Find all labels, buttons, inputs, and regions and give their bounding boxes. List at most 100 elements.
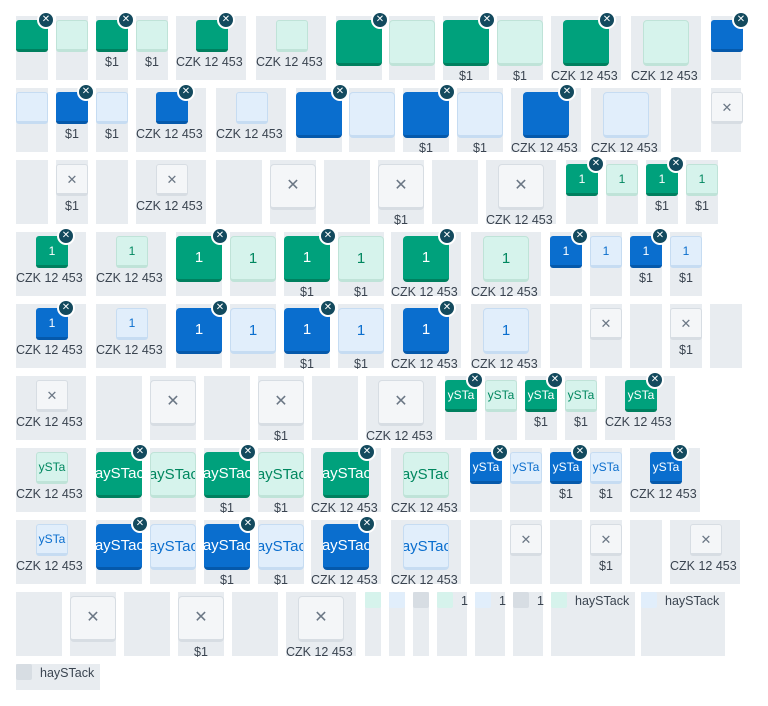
- close-key[interactable]: ✕: [270, 164, 316, 210]
- remove-badge-icon[interactable]: ✕: [57, 227, 75, 245]
- key-button[interactable]: haySTack: [403, 452, 449, 498]
- remove-badge-icon[interactable]: ✕: [211, 227, 229, 245]
- close-key[interactable]: ✕: [258, 380, 304, 426]
- close-key[interactable]: ✕: [36, 380, 68, 412]
- remove-badge-icon[interactable]: ✕: [478, 11, 496, 29]
- remove-badge-icon[interactable]: ✕: [571, 227, 589, 245]
- key-button[interactable]: [497, 20, 543, 66]
- key-button[interactable]: ySTa: [510, 452, 542, 484]
- key-button[interactable]: haySTack: [403, 524, 449, 570]
- remove-badge-icon[interactable]: ✕: [177, 83, 195, 101]
- remove-badge-icon[interactable]: ✕: [646, 371, 664, 389]
- remove-badge-icon[interactable]: ✕: [319, 227, 337, 245]
- close-key[interactable]: ✕: [150, 380, 196, 426]
- key-button[interactable]: 1: [483, 308, 529, 354]
- key-button[interactable]: [16, 92, 48, 124]
- remove-badge-icon[interactable]: ✕: [319, 299, 337, 317]
- close-key[interactable]: ✕: [298, 596, 344, 642]
- key-button[interactable]: [96, 92, 128, 124]
- close-key[interactable]: ✕: [590, 524, 622, 556]
- close-key[interactable]: ✕: [590, 308, 622, 340]
- remove-badge-icon[interactable]: ✕: [558, 83, 576, 101]
- key-button[interactable]: [236, 92, 268, 124]
- remove-badge-icon[interactable]: ✕: [491, 443, 509, 461]
- key-button[interactable]: 1: [630, 236, 662, 268]
- remove-badge-icon[interactable]: ✕: [211, 299, 229, 317]
- key-button[interactable]: ySTa: [525, 380, 557, 412]
- remove-badge-icon[interactable]: ✕: [57, 299, 75, 317]
- remove-badge-icon[interactable]: ✕: [131, 515, 149, 533]
- close-key[interactable]: ✕: [690, 524, 722, 556]
- key-button[interactable]: [349, 92, 395, 138]
- key-button[interactable]: 1: [116, 308, 148, 340]
- key-button[interactable]: 1: [483, 236, 529, 282]
- remove-badge-icon[interactable]: ✕: [571, 443, 589, 461]
- remove-badge-icon[interactable]: ✕: [651, 227, 669, 245]
- key-button[interactable]: [457, 92, 503, 138]
- key-button[interactable]: 1: [116, 236, 148, 268]
- close-key[interactable]: ✕: [178, 596, 224, 642]
- remove-badge-icon[interactable]: ✕: [371, 11, 389, 29]
- key-button[interactable]: haySTack: [323, 524, 369, 570]
- remove-badge-icon[interactable]: ✕: [358, 515, 376, 533]
- remove-badge-icon[interactable]: ✕: [117, 11, 135, 29]
- remove-badge-icon[interactable]: ✕: [331, 83, 349, 101]
- remove-badge-icon[interactable]: ✕: [598, 11, 616, 29]
- key-button[interactable]: ySTa: [36, 452, 68, 484]
- key-button[interactable]: ySTa: [565, 380, 597, 412]
- key-button[interactable]: 1: [606, 164, 638, 196]
- key-button[interactable]: [136, 20, 168, 52]
- key-button[interactable]: haySTack: [258, 452, 304, 498]
- remove-badge-icon[interactable]: ✕: [667, 155, 685, 173]
- key-button[interactable]: ySTa: [36, 524, 68, 556]
- key-button[interactable]: 1: [590, 236, 622, 268]
- key-button[interactable]: 1: [176, 236, 222, 282]
- key-button[interactable]: haySTack: [150, 524, 196, 570]
- remove-badge-icon[interactable]: ✕: [239, 515, 257, 533]
- remove-badge-icon[interactable]: ✕: [732, 11, 750, 29]
- close-key[interactable]: ✕: [378, 380, 424, 426]
- key-button[interactable]: 1: [230, 308, 276, 354]
- close-key[interactable]: ✕: [711, 92, 743, 124]
- key-button[interactable]: 1: [686, 164, 718, 196]
- remove-badge-icon[interactable]: ✕: [358, 443, 376, 461]
- close-icon: ✕: [194, 609, 208, 626]
- remove-badge-icon[interactable]: ✕: [239, 443, 257, 461]
- key-button[interactable]: 1: [230, 236, 276, 282]
- key-button[interactable]: haySTack: [258, 524, 304, 570]
- key-button[interactable]: ySTa: [485, 380, 517, 412]
- remove-badge-icon[interactable]: ✕: [438, 227, 456, 245]
- key-button[interactable]: 1: [670, 236, 702, 268]
- key-button[interactable]: 1: [338, 236, 384, 282]
- key-button[interactable]: [389, 20, 435, 66]
- remove-badge-icon[interactable]: ✕: [438, 83, 456, 101]
- remove-badge-icon[interactable]: ✕: [37, 11, 55, 29]
- remove-badge-icon[interactable]: ✕: [546, 371, 564, 389]
- close-key[interactable]: ✕: [378, 164, 424, 210]
- key-button[interactable]: [643, 20, 689, 66]
- key-button[interactable]: [56, 92, 88, 124]
- key-button[interactable]: [276, 20, 308, 52]
- key-button[interactable]: haySTack: [96, 452, 142, 498]
- close-key[interactable]: ✕: [498, 164, 544, 210]
- remove-badge-icon[interactable]: ✕: [438, 299, 456, 317]
- close-key[interactable]: ✕: [510, 524, 542, 556]
- remove-badge-icon[interactable]: ✕: [131, 443, 149, 461]
- key-button[interactable]: haySTack: [150, 452, 196, 498]
- close-key[interactable]: ✕: [70, 596, 116, 642]
- key-button[interactable]: [603, 92, 649, 138]
- key-button[interactable]: haySTack: [323, 452, 369, 498]
- close-key[interactable]: ✕: [670, 308, 702, 340]
- key-button[interactable]: ySTa: [590, 452, 622, 484]
- close-key[interactable]: ✕: [56, 164, 88, 196]
- key-button[interactable]: [523, 92, 569, 138]
- remove-badge-icon[interactable]: ✕: [671, 443, 689, 461]
- remove-badge-icon[interactable]: ✕: [77, 83, 95, 101]
- key-button[interactable]: [56, 20, 88, 52]
- key-button[interactable]: 1: [338, 308, 384, 354]
- key-button[interactable]: 1: [566, 164, 598, 196]
- remove-badge-icon[interactable]: ✕: [217, 11, 235, 29]
- close-key[interactable]: ✕: [156, 164, 188, 196]
- remove-badge-icon[interactable]: ✕: [466, 371, 484, 389]
- remove-badge-icon[interactable]: ✕: [587, 155, 605, 173]
